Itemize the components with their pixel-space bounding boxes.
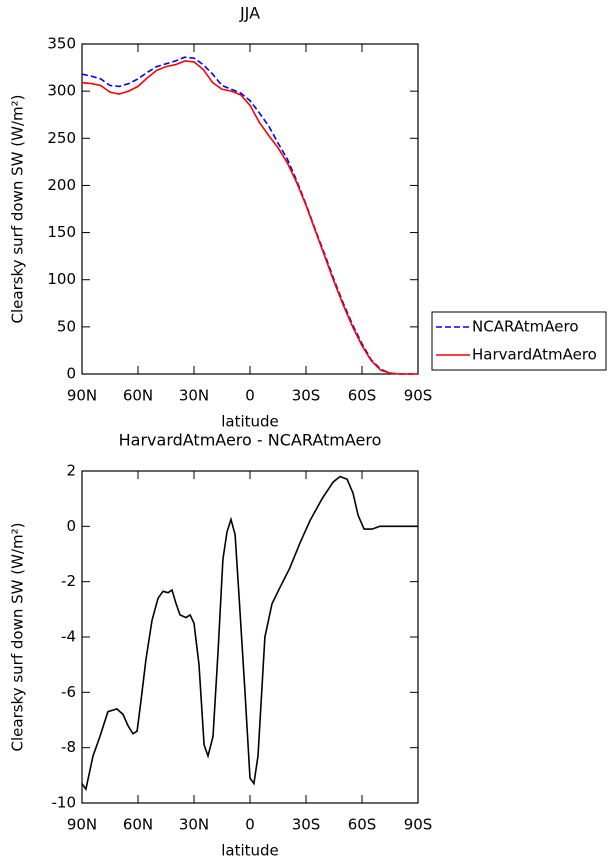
y-tick-label: 200 [47,176,76,194]
y-tick-label: 300 [47,82,76,100]
y-tick-label: -4 [61,628,76,646]
plot-frame [81,43,419,375]
x-tick-label: 0 [245,816,255,834]
data-line [81,60,418,375]
x-tick-label: 30N [179,387,209,405]
y-tick-label: 0 [66,517,76,535]
x-tick-label: 30S [292,816,321,834]
data-line [81,56,418,375]
x-tick-label: 90S [404,816,433,834]
y-tick-label: 2 [66,462,76,480]
data-line [81,475,418,792]
legend-box [431,311,607,371]
y-tick-label: 150 [47,223,76,241]
x-axis-label: latitude [221,413,279,431]
x-tick-label: 30S [292,387,321,405]
x-axis-label: latitude [221,842,279,860]
x-tick-label: 0 [245,387,255,405]
y-tick-label: -6 [61,683,76,701]
chart-title: HarvardAtmAero - NCARAtmAero [119,431,382,450]
y-tick-label: 100 [47,270,76,288]
x-tick-label: 90S [404,387,433,405]
x-tick-label: 90N [67,387,97,405]
plot-frame [81,470,419,804]
x-tick-label: 90N [67,816,97,834]
chart-title: JJA [239,4,260,23]
y-tick-label: 350 [47,35,76,53]
y-tick-label: 250 [47,129,76,147]
y-tick-label: -8 [61,738,76,756]
y-tick-label: 50 [57,317,76,335]
y-tick-label: -2 [61,572,76,590]
x-tick-label: 60N [123,816,153,834]
y-tick-label: -10 [52,794,77,812]
legend-label: HarvardAtmAero [472,346,597,364]
legend-label: NCARAtmAero [472,318,579,336]
y-axis-label: Clearsky surf down SW (W/m²) [9,95,27,324]
y-tick-label: 0 [66,365,76,383]
x-tick-label: 60S [348,816,377,834]
y-axis-label: Clearsky surf down SW (W/m²) [9,523,27,752]
x-tick-label: 30N [179,816,209,834]
x-tick-label: 60N [123,387,153,405]
x-tick-label: 60S [348,387,377,405]
